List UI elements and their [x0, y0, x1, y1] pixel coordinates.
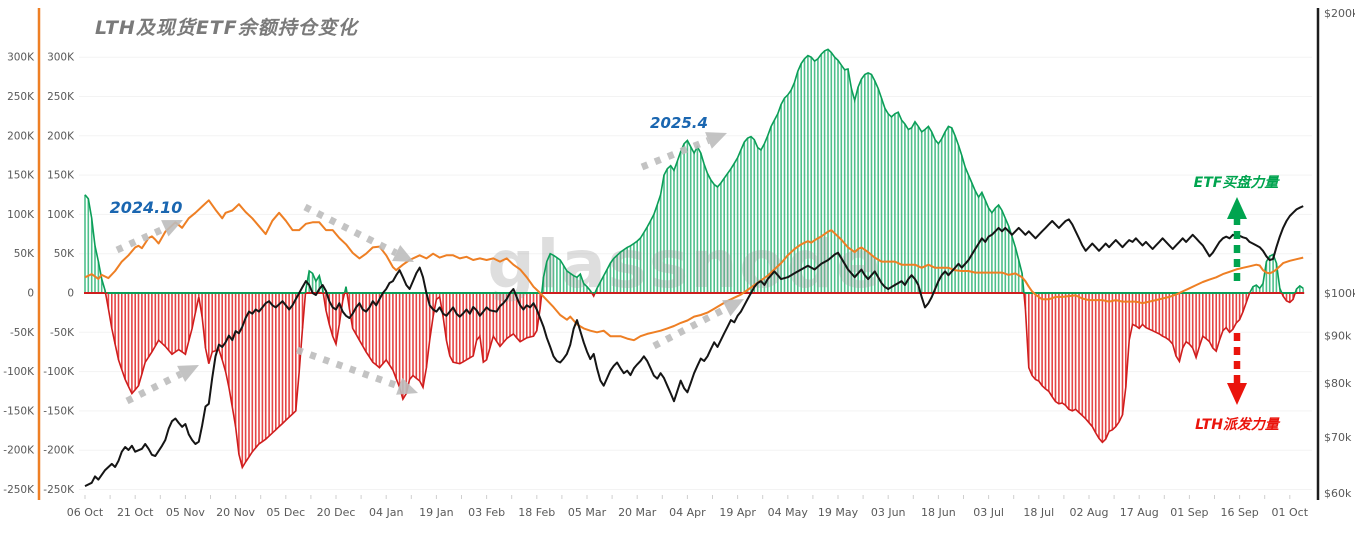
svg-text:-200K: -200K	[43, 445, 75, 457]
svg-text:20 Mar: 20 Mar	[618, 506, 657, 519]
svg-text:04 Apr: 04 Apr	[669, 506, 706, 519]
gridlines	[79, 56, 1312, 490]
svg-text:05 Dec: 05 Dec	[266, 506, 305, 519]
svg-text:18 Feb: 18 Feb	[518, 506, 555, 519]
svg-text:20 Nov: 20 Nov	[216, 506, 255, 519]
svg-text:03 Jun: 03 Jun	[871, 506, 906, 519]
svg-text:50K: 50K	[14, 248, 35, 260]
svg-text:$90k: $90k	[1324, 330, 1352, 343]
orange-series-line	[84, 199, 1304, 342]
svg-text:100K: 100K	[47, 209, 75, 221]
svg-text:21 Oct: 21 Oct	[117, 506, 154, 519]
svg-text:01 Oct: 01 Oct	[1272, 506, 1309, 519]
svg-text:-200K: -200K	[3, 445, 35, 457]
svg-text:$60k: $60k	[1324, 487, 1352, 500]
svg-text:200K: 200K	[7, 130, 35, 142]
svg-text:$70k: $70k	[1324, 431, 1352, 444]
svg-text:300K: 300K	[47, 52, 75, 64]
svg-text:300K: 300K	[7, 52, 35, 64]
annotation-arrows	[115, 132, 1247, 405]
svg-text:-250K: -250K	[3, 484, 35, 496]
svg-text:05 Nov: 05 Nov	[166, 506, 205, 519]
glassnode-watermark: glassnode	[487, 226, 882, 303]
svg-text:200K: 200K	[47, 130, 75, 142]
svg-text:18 Jun: 18 Jun	[921, 506, 956, 519]
price-line	[84, 205, 1304, 487]
svg-text:19 May: 19 May	[818, 506, 859, 519]
svg-text:$200k: $200k	[1324, 7, 1355, 20]
svg-text:16 Sep: 16 Sep	[1220, 506, 1258, 519]
svg-text:04 May: 04 May	[768, 506, 809, 519]
svg-text:250K: 250K	[47, 91, 75, 103]
chart-title: LTH及现货ETF余额持仓变化	[95, 17, 358, 39]
bar-envelope	[84, 48, 1304, 470]
svg-text:18 Jul: 18 Jul	[1023, 506, 1054, 519]
svg-text:150K: 150K	[47, 170, 75, 182]
svg-text:04 Jan: 04 Jan	[369, 506, 403, 519]
svg-text:-150K: -150K	[3, 405, 35, 417]
svg-text:-50K: -50K	[50, 327, 75, 339]
svg-text:17 Aug: 17 Aug	[1120, 506, 1159, 519]
left-axis-labels: 300K 300K 250K 250K 200K 200K 150K 150K 100K 100K…	[3, 52, 75, 496]
svg-text:0: 0	[67, 288, 74, 300]
svg-text:20 Dec: 20 Dec	[317, 506, 356, 519]
right-axis-labels: $200k $100k $90k $80k $70k $60k	[1324, 7, 1355, 500]
svg-text:19 Apr: 19 Apr	[719, 506, 756, 519]
svg-text:$100k: $100k	[1324, 287, 1355, 300]
svg-text:-100K: -100K	[3, 366, 35, 378]
svg-text:05 Mar: 05 Mar	[568, 506, 607, 519]
svg-text:02 Aug: 02 Aug	[1070, 506, 1109, 519]
svg-text:250K: 250K	[7, 91, 35, 103]
svg-text:-100K: -100K	[43, 366, 75, 378]
svg-text:19 Jan: 19 Jan	[419, 506, 453, 519]
svg-text:03 Jul: 03 Jul	[973, 506, 1004, 519]
svg-text:150K: 150K	[7, 170, 35, 182]
svg-text:0: 0	[27, 288, 34, 300]
svg-text:-250K: -250K	[43, 484, 75, 496]
svg-text:ETF买盘力量: ETF买盘力量	[1194, 174, 1281, 191]
svg-text:100K: 100K	[7, 209, 35, 221]
svg-text:2024.10: 2024.10	[110, 198, 183, 217]
svg-text:2025.4: 2025.4	[650, 114, 708, 132]
svg-text:50K: 50K	[54, 248, 75, 260]
svg-text:03 Feb: 03 Feb	[468, 506, 505, 519]
svg-text:06 Oct: 06 Oct	[67, 506, 104, 519]
bars-series	[84, 49, 1304, 468]
x-axis-ticks	[84, 495, 1291, 499]
svg-text:LTH派发力量: LTH派发力量	[1195, 416, 1281, 433]
annotation-labels: 2024.10 2025.4 ETF买盘力量 LTH派发力量	[110, 114, 1281, 433]
svg-text:$80k: $80k	[1324, 377, 1352, 390]
svg-text:-150K: -150K	[43, 405, 75, 417]
svg-text:01 Sep: 01 Sep	[1170, 506, 1208, 519]
svg-text:-50K: -50K	[10, 327, 35, 339]
x-axis-labels: 06 Oct 21 Oct 05 Nov 20 Nov 05 Dec 20 Dec 04 J…	[67, 506, 1309, 519]
